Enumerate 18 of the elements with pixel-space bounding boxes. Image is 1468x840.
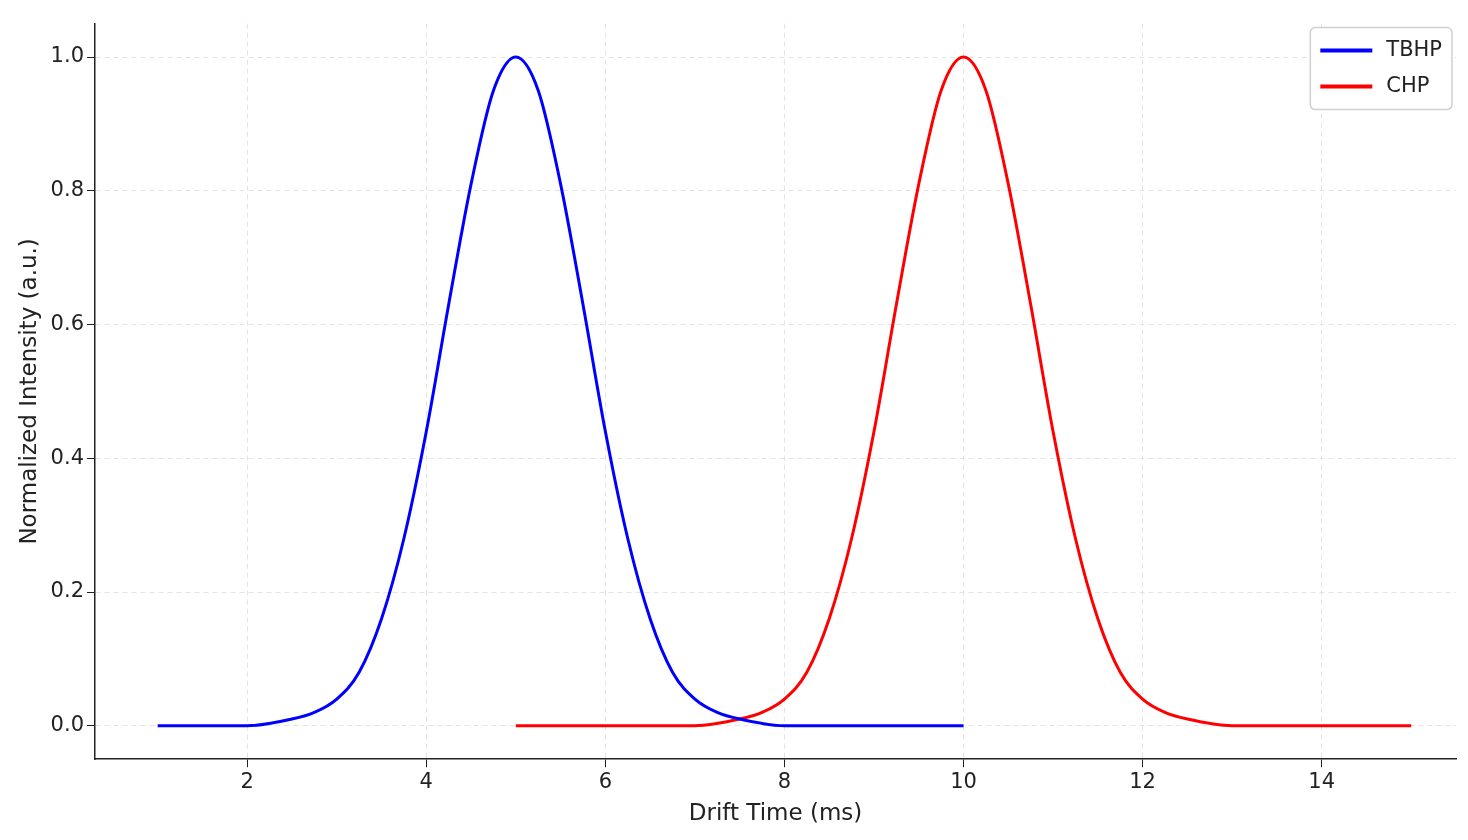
x-tick-label: 6 (598, 769, 613, 794)
x-tick-label: 10 (950, 769, 977, 794)
y-axis-title: Normalized Intensity (a.u.) (14, 238, 41, 545)
x-axis-title: Drift Time (ms) (688, 799, 863, 826)
y-tick-label: 0.8 (50, 177, 84, 202)
y-tick-label: 0.0 (50, 712, 84, 737)
legend-label: CHP (1386, 73, 1430, 98)
y-tick-label: 1.0 (50, 43, 84, 68)
y-tick-label: 0.4 (50, 444, 84, 469)
x-tick-label: 2 (240, 769, 254, 794)
legend-label: TBHP (1385, 37, 1443, 62)
x-tick-label: 14 (1308, 769, 1336, 794)
y-tick-label: 0.2 (50, 578, 84, 603)
x-tick-label: 4 (419, 769, 433, 794)
x-tick-label: 12 (1129, 769, 1156, 794)
line-series (156, 55, 966, 728)
x-tick-label: 8 (777, 769, 792, 794)
y-tick-label: 0.6 (50, 310, 84, 335)
